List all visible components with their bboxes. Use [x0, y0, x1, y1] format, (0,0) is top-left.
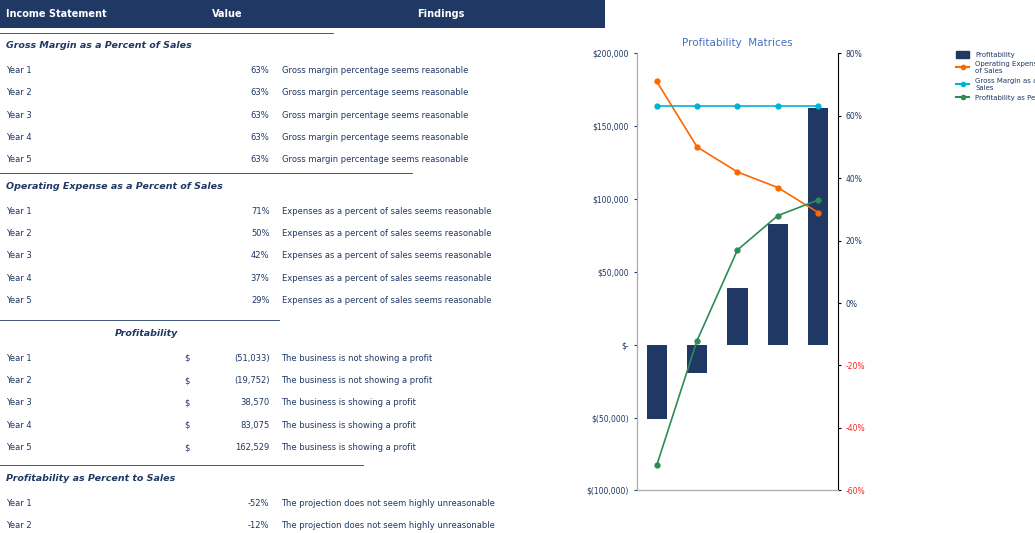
Text: Expenses as a percent of sales seems reasonable: Expenses as a percent of sales seems rea…: [282, 274, 491, 282]
Text: 162,529: 162,529: [235, 443, 269, 452]
Text: $: $: [184, 421, 190, 430]
Text: Expenses as a percent of sales seems reasonable: Expenses as a percent of sales seems rea…: [282, 229, 491, 238]
Text: Expenses as a percent of sales seems reasonable: Expenses as a percent of sales seems rea…: [282, 296, 491, 305]
Text: (51,033): (51,033): [234, 354, 269, 362]
Text: The business is showing a profit: The business is showing a profit: [282, 399, 416, 407]
Text: Year 2: Year 2: [6, 376, 32, 385]
Text: Expenses as a percent of sales seems reasonable: Expenses as a percent of sales seems rea…: [282, 207, 491, 215]
Text: Gross margin percentage seems reasonable: Gross margin percentage seems reasonable: [282, 66, 468, 75]
Text: (19,752): (19,752): [234, 376, 269, 385]
Text: Operating Expense as a Percent of Sales: Operating Expense as a Percent of Sales: [6, 182, 223, 191]
Text: The business is showing a profit: The business is showing a profit: [282, 421, 416, 430]
Text: Gross margin percentage seems reasonable: Gross margin percentage seems reasonable: [282, 88, 468, 97]
Text: Gross margin percentage seems reasonable: Gross margin percentage seems reasonable: [282, 156, 468, 164]
Text: Gross margin percentage seems reasonable: Gross margin percentage seems reasonable: [282, 111, 468, 119]
Text: Year 1: Year 1: [6, 66, 32, 75]
Text: The business is showing a profit: The business is showing a profit: [282, 443, 416, 452]
Text: 38,570: 38,570: [240, 399, 269, 407]
Text: Year 4: Year 4: [6, 133, 32, 142]
Text: The business is not showing a profit: The business is not showing a profit: [282, 354, 433, 362]
Bar: [647, 345, 667, 419]
Text: 63%: 63%: [250, 156, 269, 164]
Text: Year 3: Year 3: [6, 399, 32, 407]
Text: Year 1: Year 1: [6, 499, 32, 507]
Bar: [687, 345, 707, 374]
Text: 29%: 29%: [250, 296, 269, 305]
Text: -52%: -52%: [248, 499, 269, 507]
Text: Gross margin percentage seems reasonable: Gross margin percentage seems reasonable: [282, 133, 468, 142]
Bar: [728, 288, 747, 345]
Text: Year 1: Year 1: [6, 354, 32, 362]
Text: Year 2: Year 2: [6, 521, 32, 530]
Text: Year 4: Year 4: [6, 421, 32, 430]
Text: Year 2: Year 2: [6, 88, 32, 97]
Text: 50%: 50%: [250, 229, 269, 238]
Text: $: $: [184, 354, 190, 362]
Text: Profitability: Profitability: [115, 329, 178, 338]
Text: The projection does not seem highly unreasonable: The projection does not seem highly unre…: [282, 521, 496, 530]
Text: Expenses as a percent of sales seems reasonable: Expenses as a percent of sales seems rea…: [282, 252, 491, 260]
Text: Income Statement: Income Statement: [6, 9, 107, 19]
Bar: [768, 224, 788, 345]
Text: Gross Margin as a Percent of Sales: Gross Margin as a Percent of Sales: [6, 42, 191, 50]
FancyBboxPatch shape: [0, 0, 605, 28]
Text: Profitability as Percent to Sales: Profitability as Percent to Sales: [6, 474, 175, 483]
Bar: [808, 108, 828, 345]
Text: Year 3: Year 3: [6, 252, 32, 260]
Text: Year 5: Year 5: [6, 296, 32, 305]
Text: 71%: 71%: [250, 207, 269, 215]
Text: Year 2: Year 2: [6, 229, 32, 238]
Text: Year 3: Year 3: [6, 111, 32, 119]
Title: Profitability  Matrices: Profitability Matrices: [682, 38, 793, 49]
Text: 63%: 63%: [250, 133, 269, 142]
Text: 63%: 63%: [250, 66, 269, 75]
Text: 63%: 63%: [250, 88, 269, 97]
Text: -12%: -12%: [248, 521, 269, 530]
Text: Year 1: Year 1: [6, 207, 32, 215]
Text: The projection does not seem highly unreasonable: The projection does not seem highly unre…: [282, 499, 496, 507]
Text: Value: Value: [212, 9, 242, 19]
Text: 83,075: 83,075: [240, 421, 269, 430]
Text: 63%: 63%: [250, 111, 269, 119]
Text: $: $: [184, 399, 190, 407]
Text: 37%: 37%: [250, 274, 269, 282]
Text: $: $: [184, 443, 190, 452]
Text: Year 5: Year 5: [6, 443, 32, 452]
Text: $: $: [184, 376, 190, 385]
Text: Year 5: Year 5: [6, 156, 32, 164]
Text: The business is not showing a profit: The business is not showing a profit: [282, 376, 433, 385]
Legend: Profitability, Operating Expense as a Percent
of Sales, Gross Margin as a Percen: Profitability, Operating Expense as a Pe…: [953, 48, 1035, 104]
Text: Year 4: Year 4: [6, 274, 32, 282]
Text: Findings: Findings: [417, 9, 464, 19]
Text: 42%: 42%: [250, 252, 269, 260]
